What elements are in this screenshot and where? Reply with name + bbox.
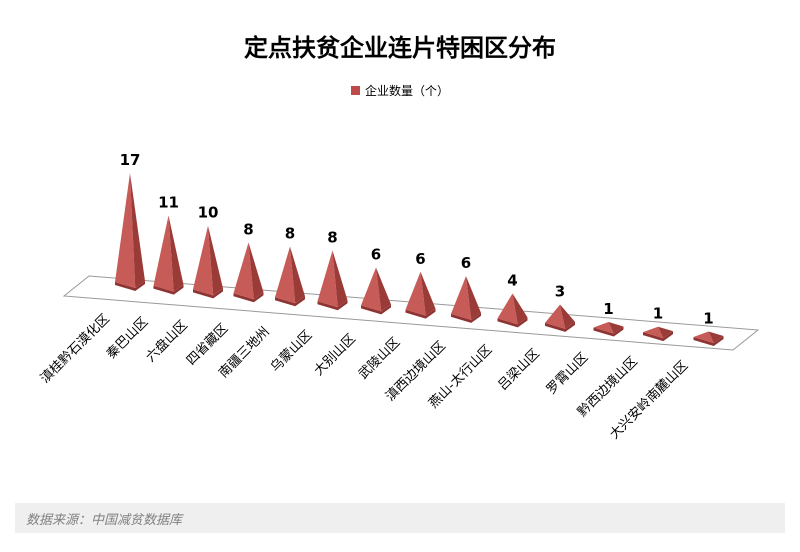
data-source-text: 数据来源：中国减贫数据库 [26, 512, 183, 528]
pyramid-side-face [208, 225, 223, 296]
pyramid-base [451, 312, 481, 323]
pyramid-front-face [153, 215, 174, 292]
category-label: 大别山区 [311, 331, 358, 378]
value-label: 10 [198, 204, 219, 222]
pyramid-front-face [451, 276, 472, 320]
pyramid-side-face [376, 267, 391, 312]
pyramid-side-face [608, 321, 624, 334]
pyramid-front-face [233, 242, 254, 300]
pyramid-front-face [193, 225, 214, 296]
chart-title: 定点扶贫企业连片特困区分布 [244, 34, 556, 62]
pyramid-front-face [361, 267, 382, 312]
value-label: 6 [371, 246, 381, 264]
value-label: 1 [653, 305, 663, 323]
value-label: 6 [415, 250, 425, 268]
legend-label: 企业数量（个） [364, 84, 449, 98]
pyramid-front-face [275, 246, 296, 304]
pyramid-base [497, 317, 528, 328]
pyramid-front-face [405, 271, 426, 316]
pyramid-base [643, 331, 673, 342]
pyramid-side-face [248, 242, 264, 300]
category-label: 罗霄山区 [544, 350, 591, 397]
pyramid-side-face [512, 293, 528, 325]
value-label: 8 [243, 220, 253, 238]
pyramid-front-face [115, 173, 136, 288]
pyramid-side-face [332, 250, 348, 308]
pyramid-front-face [643, 326, 664, 339]
pyramid-base [153, 284, 184, 295]
legend-swatch-icon [350, 86, 360, 95]
pyramid-front-face [317, 250, 338, 308]
pyramid-side-face [560, 304, 575, 329]
pyramid-base [115, 281, 145, 291]
pyramid-base [193, 288, 223, 299]
pyramid-side-face [130, 173, 145, 288]
value-label: 4 [507, 271, 517, 289]
value-label: 11 [158, 193, 179, 211]
category-label: 武陵山区 [356, 335, 403, 382]
category-label: 乌蒙山区 [267, 327, 315, 375]
pyramid-front-face [545, 304, 566, 329]
pyramid-side-face [420, 271, 436, 316]
value-label: 6 [461, 254, 471, 272]
pyramid-base [233, 292, 264, 303]
value-label: 3 [555, 282, 565, 300]
value-label: 1 [703, 309, 713, 327]
chart-legend: 企业数量（个） [0, 82, 800, 99]
category-label: 滇桂黔石漠化区 [38, 312, 113, 387]
pyramid-front-face [593, 321, 614, 334]
pyramid-base [405, 308, 436, 319]
value-label: 17 [120, 151, 141, 169]
pyramid-side-face [290, 246, 305, 304]
pyramid-front-face [693, 331, 714, 343]
value-label: 8 [285, 224, 295, 242]
pyramid-base [693, 335, 724, 346]
pyramid-side-face [658, 326, 673, 339]
pyramid-front-face [497, 293, 518, 325]
pyramid-base [275, 296, 305, 307]
pyramid-side-face [708, 331, 724, 343]
value-label: 8 [327, 228, 337, 246]
pyramid-base [593, 326, 624, 337]
value-label: 1 [603, 300, 613, 318]
category-label: 吕梁山区 [495, 346, 542, 393]
pyramid-side-face [466, 276, 481, 320]
data-source-bar: 数据来源：中国减贫数据库 [15, 503, 785, 533]
pyramid-base [545, 321, 575, 332]
pyramid-base [317, 300, 348, 311]
pyramid-side-face [168, 215, 184, 292]
pyramid-base [361, 304, 391, 315]
